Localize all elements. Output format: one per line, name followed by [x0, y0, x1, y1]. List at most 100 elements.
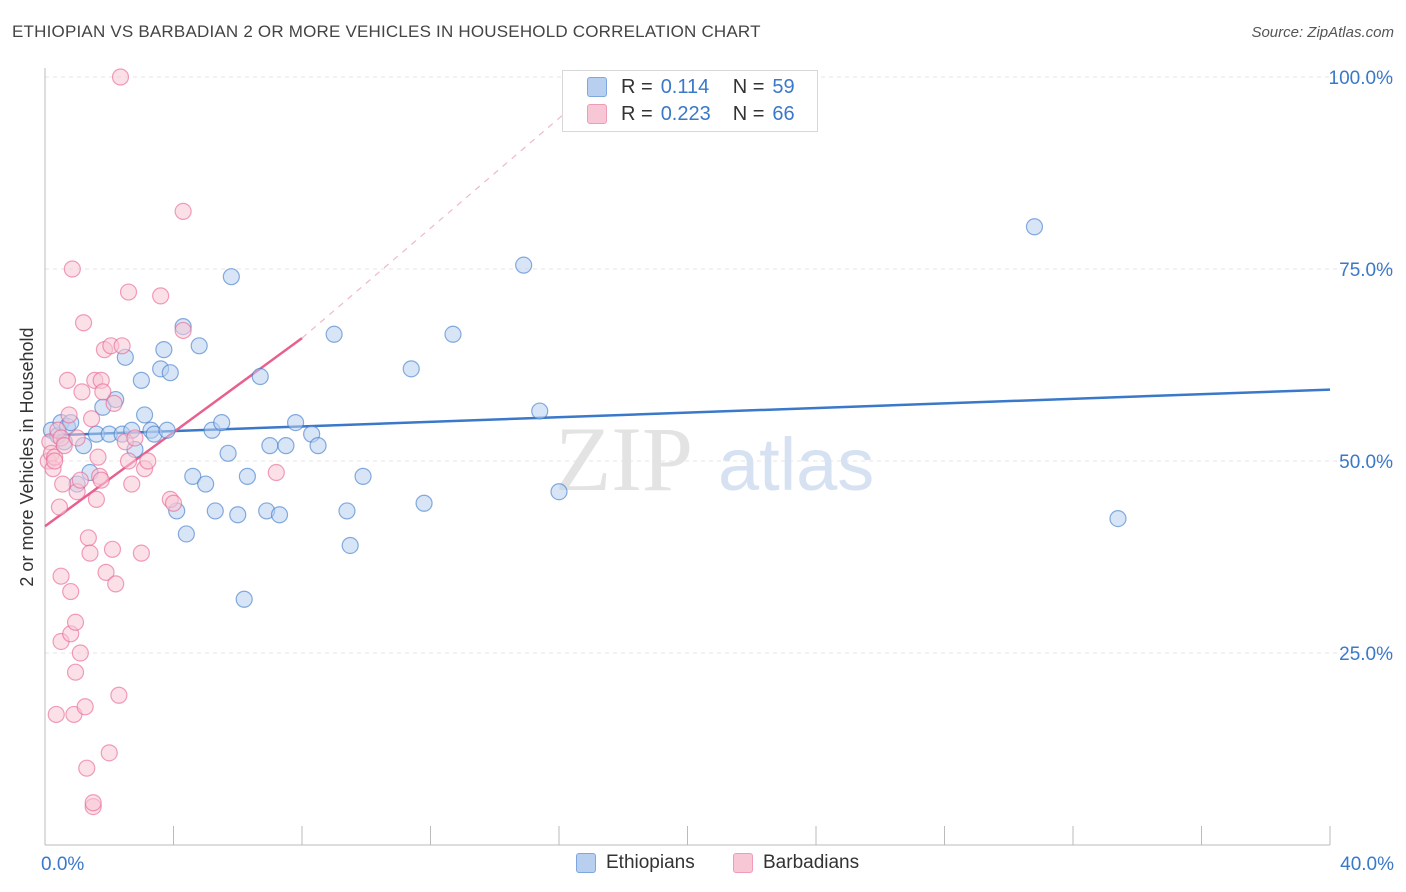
barbadians-point — [92, 471, 110, 489]
legend-row-barbadians: R = 0.223 N = 66 — [587, 102, 795, 126]
barbadians-point — [66, 613, 85, 631]
r-label: R = — [621, 102, 653, 125]
barbadians-point — [152, 287, 170, 305]
ethiopians-point — [238, 467, 256, 485]
barbadians-point — [107, 575, 125, 593]
barbadians-point — [103, 540, 122, 558]
barbadians-point — [267, 463, 285, 482]
x-tick-label: 40.0% — [1340, 854, 1394, 875]
barbadians-point — [126, 429, 144, 447]
barbadians-point — [74, 314, 93, 332]
n-label: N = — [732, 102, 765, 125]
barbadians-point — [79, 529, 97, 547]
ethiopians-point — [325, 325, 343, 343]
barbadians-point — [164, 494, 183, 512]
ethiopians-point — [277, 437, 295, 455]
barbadians-point — [71, 644, 89, 662]
barbadians-point — [54, 475, 72, 493]
legend-item-ethiopians[interactable]: Ethiopians — [576, 852, 695, 874]
ethiopians-point — [270, 506, 289, 524]
n-value: 66 — [772, 102, 795, 125]
barbadians-point — [81, 544, 99, 562]
barbadians-point — [105, 394, 123, 412]
barbadians-point — [123, 475, 141, 493]
ethiopians-point — [161, 364, 179, 382]
barbadians-point — [89, 448, 107, 466]
barbadians-point — [110, 686, 128, 704]
barbadians-swatch — [733, 853, 753, 873]
barbadians-point — [139, 452, 157, 470]
n-value: 59 — [772, 75, 795, 98]
ethiopians-point — [158, 421, 176, 439]
ethiopians-point — [309, 437, 327, 455]
barbadians-point — [62, 582, 80, 601]
ethiopians-swatch — [576, 853, 596, 873]
barbadians-point — [58, 371, 77, 389]
barbadians-point — [119, 283, 138, 301]
barbadians-point — [97, 563, 115, 581]
barbadians-point — [87, 490, 106, 508]
ethiopians-point — [177, 525, 195, 543]
barbadians-point — [71, 471, 89, 489]
barbadians-point — [100, 744, 118, 762]
ethiopians-point — [190, 337, 208, 355]
y-tick-label: 75.0% — [1339, 260, 1393, 281]
y-tick-label: 50.0% — [1339, 452, 1393, 473]
ethiopians-point — [251, 367, 269, 386]
ethiopians-point — [206, 502, 224, 520]
barbadians-point — [132, 544, 150, 562]
barbadians-point — [46, 452, 64, 470]
ethiopians-point — [222, 268, 240, 286]
ethiopians-point — [515, 256, 533, 274]
ethiopians-point — [341, 536, 359, 555]
y-tick-label: 100.0% — [1329, 68, 1394, 89]
y-axis-label: 2 or more Vehicles in Household — [17, 327, 37, 586]
r-label: R = — [621, 75, 653, 98]
legend-label-ethiopians: Ethiopians — [606, 852, 695, 873]
legend-item-barbadians[interactable]: Barbadians — [733, 852, 859, 874]
ethiopians-point — [235, 590, 253, 608]
barbadians-swatch — [587, 104, 607, 124]
barbadians-point — [66, 663, 85, 681]
watermark-zip: ZIP — [555, 408, 693, 510]
ethiopians-point — [132, 371, 150, 389]
ethiopians-point — [531, 402, 549, 420]
ethiopians-point — [1025, 218, 1044, 236]
chart-title: ETHIOPIAN VS BARBADIAN 2 OR MORE VEHICLE… — [12, 22, 761, 41]
barbadians-point — [113, 337, 131, 355]
barbadians-point — [50, 498, 69, 516]
ethiopians-point — [1109, 509, 1127, 528]
ethiopians-point — [229, 506, 247, 524]
ethiopians-point — [415, 494, 433, 512]
ethiopians-point — [286, 414, 305, 432]
grid-layer — [45, 76, 1395, 654]
barbadians-point — [60, 406, 78, 424]
barbadians-point — [76, 698, 94, 716]
r-value: 0.223 — [660, 102, 711, 125]
barbadians-point — [47, 705, 65, 724]
barbadians-point — [119, 452, 138, 470]
labels-layer: 100.0% 75.0% 50.0% 25.0% 0.0% 40.0% — [41, 68, 1394, 875]
n-label: N = — [732, 75, 765, 98]
watermark-atlas: atlas — [718, 423, 874, 506]
ethiopians-point — [213, 414, 231, 432]
ethiopians-trend-line — [44, 388, 1331, 437]
barbadians-point — [174, 202, 192, 220]
ethiopians-point — [354, 467, 372, 485]
ethiopians-swatch — [587, 77, 607, 97]
barbadians-point — [68, 429, 86, 447]
ethiopians-point — [197, 475, 215, 493]
legend-label-barbadians: Barbadians — [763, 852, 860, 873]
ethiopians-point — [444, 325, 462, 343]
stats-legend: R = 0.114 N = 59 R = 0.223 N = 66 — [562, 70, 818, 132]
x-tick-label: 0.0% — [41, 854, 84, 875]
barbadians-point — [78, 759, 96, 777]
barbadians-point — [55, 437, 73, 455]
ethiopians-point — [135, 406, 154, 424]
barbadians-point — [63, 260, 81, 278]
y-tick-label: 25.0% — [1339, 644, 1393, 665]
ethiopians-point — [184, 467, 202, 485]
ethiopians-point — [338, 502, 356, 520]
points-layer — [39, 68, 1127, 816]
